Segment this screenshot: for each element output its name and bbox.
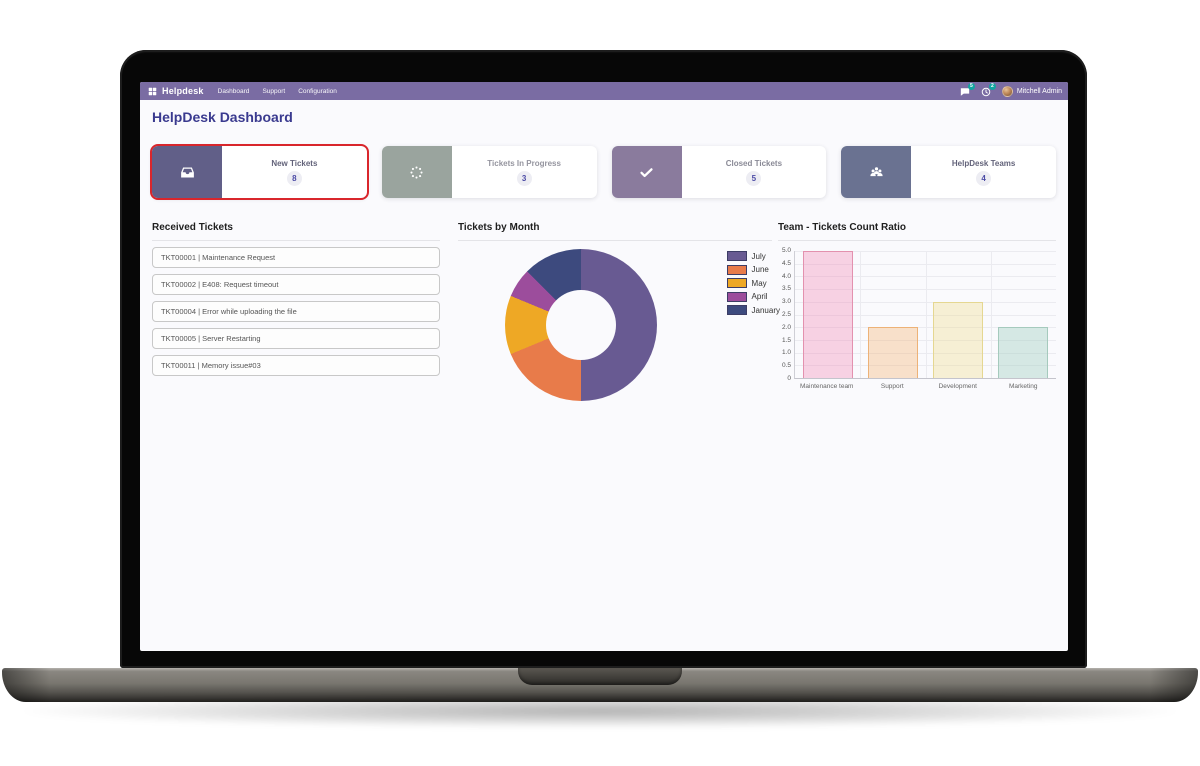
y-tick-label: 3.0: [781, 298, 791, 306]
bar-maintenance-team[interactable]: [802, 251, 853, 378]
laptop-base: [2, 668, 1198, 702]
x-tick-label: Maintenance team: [800, 383, 854, 390]
y-tick-label: 0.5: [781, 362, 791, 370]
kpi-card-new-tickets[interactable]: New Tickets 8: [150, 144, 369, 200]
screen-content: Helpdesk Dashboard Support Configuration…: [140, 82, 1068, 651]
bar-support[interactable]: [867, 327, 918, 378]
legend-item-june[interactable]: June: [726, 264, 780, 275]
bar-chart-x-axis: Maintenance team Support Development Market…: [794, 383, 1056, 390]
x-tick-label: Marketing: [1008, 383, 1038, 390]
ticket-item[interactable]: TKT00004 | Error while uploading the fil…: [152, 301, 440, 322]
legend-label: January: [751, 305, 780, 315]
ticket-item[interactable]: TKT00005 | Server Restarting: [152, 328, 440, 349]
gridline: [860, 251, 862, 378]
received-tickets-section: Received Tickets TKT00001 | Maintenance …: [152, 222, 440, 411]
page-title: HelpDesk Dashboard: [152, 109, 293, 125]
kpi-card-tickets-in-progress[interactable]: Tickets In Progress 3: [381, 146, 597, 198]
legend-swatch: [726, 291, 747, 302]
kpi-label: HelpDesk Teams: [951, 158, 1016, 168]
legend-label: July: [751, 251, 766, 261]
laptop-screen-bezel: Helpdesk Dashboard Support Configuration…: [120, 50, 1087, 668]
clock-icon: [981, 87, 991, 97]
kpi-label: New Tickets: [271, 158, 318, 168]
y-tick-label: 0: [787, 375, 791, 382]
legend-swatch: [726, 251, 747, 261]
team-tickets-ratio-section: Team - Tickets Count Ratio 0 0.5 1.0 1.5 2.0…: [778, 222, 1056, 411]
legend-item-may[interactable]: May: [726, 278, 780, 288]
y-tick-label: 4.5: [781, 259, 791, 267]
laptop-shadow: [25, 694, 1175, 728]
menu-configuration[interactable]: Configuration: [298, 87, 337, 95]
bar-development[interactable]: [933, 301, 984, 378]
spinner-icon: [381, 146, 452, 198]
menu-dashboard[interactable]: Dashboard: [217, 87, 250, 95]
ticket-item[interactable]: TKT00011 | Memory issue#03: [152, 355, 440, 376]
top-navbar: Helpdesk Dashboard Support Configuration…: [140, 82, 1068, 100]
legend-swatch: [726, 264, 747, 275]
kpi-value-badge: 8: [286, 170, 302, 186]
inbox-icon: [152, 146, 222, 198]
y-tick-label: 2.0: [781, 323, 791, 331]
kpi-value-badge: 4: [976, 170, 992, 186]
y-tick-label: 3.5: [781, 285, 791, 293]
kpi-label: Closed Tickets: [725, 158, 783, 168]
users-icon: [841, 146, 912, 198]
laptop-notch: [518, 668, 682, 685]
legend-label: May: [751, 278, 767, 288]
kpi-body: Tickets In Progress 3: [452, 146, 597, 198]
donut-chart-area: July June May April January: [458, 241, 780, 411]
y-tick-label: 1.5: [781, 336, 791, 344]
kpi-body: Closed Tickets 5: [682, 146, 827, 198]
kpi-body: HelpDesk Teams 4: [911, 146, 1056, 198]
apps-grid-icon[interactable]: [148, 87, 157, 96]
activities-badge: 2: [988, 83, 996, 90]
y-tick-label: 4.0: [781, 272, 791, 280]
kpi-body: New Tickets 8: [222, 146, 367, 198]
tickets-by-month-donut[interactable]: [505, 249, 657, 401]
bar-chart-plot: [794, 251, 1056, 379]
messages-badge: 5: [967, 83, 975, 90]
legend-swatch: [726, 305, 747, 315]
kpi-card-closed-tickets[interactable]: Closed Tickets 5: [611, 146, 827, 198]
bar-chart-y-axis: 0 0.5 1.0 1.5 2.0 2.5 3.0 3.5 4.0 4.5 5.0: [778, 247, 794, 382]
y-tick-label: 5.0: [781, 247, 791, 254]
legend-label: April: [751, 292, 768, 301]
user-avatar[interactable]: [1001, 85, 1013, 97]
tickets-by-month-title: Tickets by Month: [458, 222, 772, 241]
received-tickets-title: Received Tickets: [152, 222, 440, 241]
legend-item-january[interactable]: January: [726, 305, 780, 315]
legend-item-april[interactable]: April: [726, 291, 780, 302]
tickets-by-month-section: Tickets by Month July June May April Jan…: [458, 222, 780, 411]
gridline: [925, 251, 927, 378]
activities-button[interactable]: 2: [981, 83, 996, 97]
kpi-label: Tickets In Progress: [487, 158, 561, 168]
x-tick-label: Development: [938, 383, 977, 390]
chat-bubble-icon: [960, 88, 970, 96]
check-icon: [611, 146, 682, 198]
ticket-item[interactable]: TKT00002 | E408: Request timeout: [152, 274, 440, 295]
menu-support[interactable]: Support: [262, 87, 286, 95]
gridline: [990, 251, 992, 378]
x-tick-label: Support: [880, 383, 904, 390]
kpi-card-helpdesk-teams[interactable]: HelpDesk Teams 4: [841, 146, 1056, 198]
kpi-row: New Tickets 8 Tickets In Progress 3: [150, 144, 1056, 200]
team-tickets-ratio-title: Team - Tickets Count Ratio: [778, 222, 1056, 241]
legend-item-july[interactable]: July: [726, 251, 780, 261]
kpi-value-badge: 3: [516, 170, 532, 186]
app-title[interactable]: Helpdesk: [162, 86, 204, 96]
donut-legend: July June May April January: [726, 251, 780, 319]
bar-chart-area: 0 0.5 1.0 1.5 2.0 2.5 3.0 3.5 4.0 4.5 5.0: [778, 247, 1056, 382]
kpi-value-badge: 5: [746, 170, 762, 186]
user-menu[interactable]: Mitchell Admin: [1016, 87, 1062, 95]
dashboard-sections: Received Tickets TKT00001 | Maintenance …: [152, 222, 1056, 411]
legend-swatch: [726, 278, 747, 288]
bar-marketing[interactable]: [998, 327, 1049, 378]
y-tick-label: 2.5: [781, 311, 791, 318]
messages-button[interactable]: 5: [960, 83, 975, 97]
legend-label: June: [751, 265, 769, 274]
y-tick-label: 1.0: [781, 349, 791, 357]
ticket-item[interactable]: TKT00001 | Maintenance Request: [152, 247, 440, 268]
